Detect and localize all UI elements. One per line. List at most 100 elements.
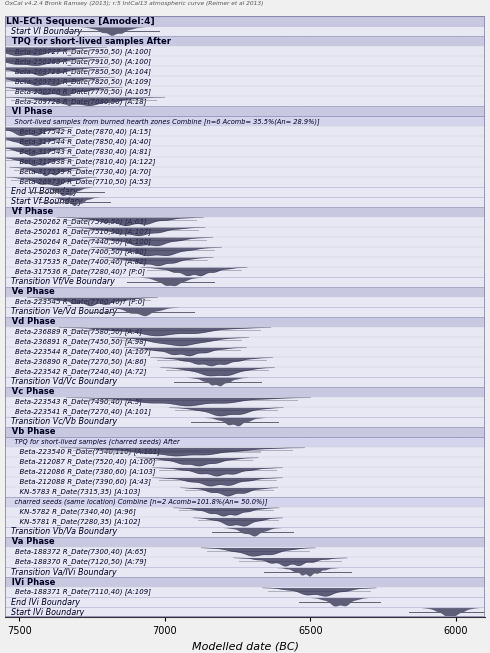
Text: TPQ for short-lived samples (charred seeds) After: TPQ for short-lived samples (charred see… <box>6 439 180 445</box>
Bar <box>5 167 485 176</box>
Bar <box>5 577 485 587</box>
Text: Beta-236890 R_Date(7270,50) [A:86]: Beta-236890 R_Date(7270,50) [A:86] <box>6 358 147 365</box>
Text: Beta-223542 R_Date(7240,40) [A:72]: Beta-223542 R_Date(7240,40) [A:72] <box>6 368 147 375</box>
Bar <box>5 377 485 387</box>
Text: Beta-269729 R_Date(7850,50) [A:104]: Beta-269729 R_Date(7850,50) [A:104] <box>6 68 151 75</box>
Bar <box>0 61 81 62</box>
Bar <box>5 37 485 46</box>
Bar <box>5 597 485 607</box>
Text: Beta-212086 R_Date(7380,60) [A:103]: Beta-212086 R_Date(7380,60) [A:103] <box>6 468 156 475</box>
Text: Transition Vd/Vc Boundary: Transition Vd/Vc Boundary <box>6 377 118 387</box>
Text: TPQ for short-lived samples After: TPQ for short-lived samples After <box>6 37 172 46</box>
Text: Beta-223540 R_Date(7540,110) [A:101]: Beta-223540 R_Date(7540,110) [A:101] <box>6 449 160 455</box>
Bar <box>5 236 485 247</box>
Bar <box>5 487 485 497</box>
Bar <box>5 497 485 507</box>
Bar <box>5 587 485 597</box>
Text: Beta-250261 R_Date(7510,50) [A:107]: Beta-250261 R_Date(7510,50) [A:107] <box>6 228 151 235</box>
Text: Beta-188370 R_Date(7120,50) [A:79]: Beta-188370 R_Date(7120,50) [A:79] <box>6 558 147 565</box>
Bar <box>5 507 485 517</box>
Bar <box>5 387 485 397</box>
Bar <box>5 527 485 537</box>
Bar <box>5 106 485 116</box>
Bar <box>5 97 485 106</box>
Bar <box>5 257 485 266</box>
Text: Beta-188371 R_Date(7110,40) [A:109]: Beta-188371 R_Date(7110,40) [A:109] <box>6 588 151 596</box>
Bar <box>5 287 485 296</box>
Bar <box>5 247 485 257</box>
Bar <box>5 307 485 317</box>
Text: Transition Ve/Vd Boundary: Transition Ve/Vd Boundary <box>6 307 118 316</box>
Bar <box>104 451 261 453</box>
Text: IVi Phase: IVi Phase <box>6 577 56 586</box>
Bar <box>5 157 485 167</box>
Bar <box>5 146 485 157</box>
Bar <box>5 457 485 467</box>
Bar <box>5 477 485 487</box>
Text: Beta-250262 R_Date(7570,50) [A:63]: Beta-250262 R_Date(7570,50) [A:63] <box>6 218 147 225</box>
Bar <box>5 427 485 437</box>
Bar <box>5 296 485 307</box>
Text: Beta-317535 R_Date(7400,40) [A:82]: Beta-317535 R_Date(7400,40) [A:82] <box>6 258 147 265</box>
Bar <box>5 557 485 567</box>
Text: Start Vf Boundary: Start Vf Boundary <box>6 197 83 206</box>
Bar <box>5 277 485 287</box>
Bar <box>5 397 485 407</box>
Text: Beta-317539 R_Date(7730,40) [A:70]: Beta-317539 R_Date(7730,40) [A:70] <box>6 168 151 175</box>
Bar <box>5 197 485 206</box>
Bar <box>5 76 485 86</box>
Bar <box>0 51 77 52</box>
Text: Beta-317542 R_Date(7870,40) [A:15]: Beta-317542 R_Date(7870,40) [A:15] <box>6 128 151 135</box>
Bar <box>5 567 485 577</box>
Text: Vb Phase: Vb Phase <box>6 427 56 436</box>
Bar <box>5 357 485 367</box>
Text: Transition Vc/Vb Boundary: Transition Vc/Vb Boundary <box>6 417 118 426</box>
Text: Beta-223544 R_Date(7400,40) [A:107]: Beta-223544 R_Date(7400,40) [A:107] <box>6 348 151 355</box>
Bar <box>5 517 485 527</box>
Text: Beta-188372 R_Date(7300,40) [A:65]: Beta-188372 R_Date(7300,40) [A:65] <box>6 549 147 556</box>
Bar <box>5 217 485 227</box>
Text: Beta-250263 R_Date(7400,50) [A:90]: Beta-250263 R_Date(7400,50) [A:90] <box>6 248 147 255</box>
Text: Transition Va/IVi Boundary: Transition Va/IVi Boundary <box>6 567 117 577</box>
Text: Beta-236891 R_Date(7450,50) [A:98]: Beta-236891 R_Date(7450,50) [A:98] <box>6 338 147 345</box>
Bar <box>5 116 485 127</box>
Bar <box>5 16 485 26</box>
Bar <box>5 326 485 337</box>
Bar <box>5 547 485 557</box>
Text: charred seeds (same location) Combine [n=2 Acomb=101.8%(An= 50.0%)]: charred seeds (same location) Combine [n… <box>6 498 268 505</box>
Text: LN-ECh Sequence [Amodel:4]: LN-ECh Sequence [Amodel:4] <box>6 17 155 26</box>
Bar <box>5 127 485 136</box>
Text: End IVi Boundary: End IVi Boundary <box>6 597 80 607</box>
Bar <box>5 46 485 56</box>
Text: Beta-317538 R_Date(7810,40) [A:122]: Beta-317538 R_Date(7810,40) [A:122] <box>6 158 156 165</box>
Text: Vc Phase: Vc Phase <box>6 387 55 396</box>
Text: Beta-212088 R_Date(7390,60) [A:43]: Beta-212088 R_Date(7390,60) [A:43] <box>6 479 151 485</box>
Text: Beta-223541 R_Date(7270,40) [A:101]: Beta-223541 R_Date(7270,40) [A:101] <box>6 408 151 415</box>
Text: Beta-250266 R_Date(7770,50) [A:105]: Beta-250266 R_Date(7770,50) [A:105] <box>6 88 151 95</box>
Text: Vf Phase: Vf Phase <box>6 207 53 216</box>
Text: Transition Vf/Ve Boundary: Transition Vf/Ve Boundary <box>6 277 115 286</box>
Text: Beta-269728 R_Date(7680,50) [A:18]: Beta-269728 R_Date(7680,50) [A:18] <box>6 98 147 105</box>
Text: Short-lived samples from burned hearth zones Combine [n=6 Acomb= 35.5%(An= 28.9%: Short-lived samples from burned hearth z… <box>6 118 320 125</box>
Text: KN-5783 R_Date(7315,35) [A:103]: KN-5783 R_Date(7315,35) [A:103] <box>6 488 141 496</box>
Bar <box>5 317 485 326</box>
Text: Beta-317536 R_Date(7280,40)? [P:0]: Beta-317536 R_Date(7280,40)? [P:0] <box>6 268 146 275</box>
Text: Beta-269731 R_Date(7820,50) [A:109]: Beta-269731 R_Date(7820,50) [A:109] <box>6 78 151 85</box>
Text: KN-5782 R_Date(7340,40) [A:96]: KN-5782 R_Date(7340,40) [A:96] <box>6 509 136 515</box>
Bar <box>5 447 485 457</box>
Bar <box>5 266 485 277</box>
Text: Beta-223545 R_Date(7760,40)? [P:0]: Beta-223545 R_Date(7760,40)? [P:0] <box>6 298 146 305</box>
Text: Start VI Boundary: Start VI Boundary <box>6 27 82 36</box>
Text: VI Phase: VI Phase <box>6 107 53 116</box>
Text: Ve Phase: Ve Phase <box>6 287 55 296</box>
Bar <box>5 467 485 477</box>
Text: Transition Vb/Va Boundary: Transition Vb/Va Boundary <box>6 528 118 537</box>
Text: Beta-236889 R_Date(7580,50) [A:4]: Beta-236889 R_Date(7580,50) [A:4] <box>6 328 143 335</box>
Bar <box>5 537 485 547</box>
Bar <box>5 136 485 146</box>
Text: Beta-317544 R_Date(7850,40) [A:40]: Beta-317544 R_Date(7850,40) [A:40] <box>6 138 151 145</box>
Bar <box>5 206 485 217</box>
Bar <box>5 417 485 427</box>
Text: Va Phase: Va Phase <box>6 537 55 547</box>
Bar <box>5 607 485 617</box>
